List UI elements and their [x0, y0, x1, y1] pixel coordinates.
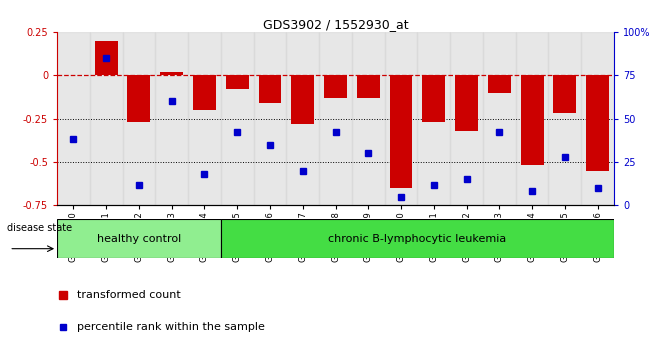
Bar [95, 41, 117, 75]
Bar [357, 75, 380, 98]
Bar [521, 75, 544, 165]
Title: GDS3902 / 1552930_at: GDS3902 / 1552930_at [262, 18, 409, 31]
Text: healthy control: healthy control [97, 234, 181, 244]
Bar [450, 32, 483, 205]
Bar [291, 75, 314, 124]
Bar [554, 75, 576, 113]
Bar [258, 75, 281, 103]
Bar [90, 32, 123, 205]
Bar [586, 75, 609, 171]
Bar [516, 32, 548, 205]
Bar [188, 32, 221, 205]
Bar [160, 72, 183, 75]
Bar [254, 32, 287, 205]
Bar [155, 32, 188, 205]
Bar [324, 75, 347, 98]
Bar [123, 32, 155, 205]
Bar [390, 75, 413, 188]
Bar [221, 32, 254, 205]
Bar [193, 75, 216, 110]
Text: percentile rank within the sample: percentile rank within the sample [76, 322, 264, 332]
Bar [488, 75, 511, 93]
Text: transformed count: transformed count [76, 290, 180, 300]
Text: disease state: disease state [7, 223, 72, 233]
Bar [352, 32, 384, 205]
Bar [417, 32, 450, 205]
Bar [384, 32, 417, 205]
Bar [287, 32, 319, 205]
Bar [319, 32, 352, 205]
Bar [57, 219, 221, 258]
Bar [422, 75, 446, 122]
Bar [127, 75, 150, 122]
Bar [581, 32, 614, 205]
Bar [483, 32, 516, 205]
Bar [548, 32, 581, 205]
Bar [221, 219, 614, 258]
Bar [57, 32, 90, 205]
Text: chronic B-lymphocytic leukemia: chronic B-lymphocytic leukemia [328, 234, 507, 244]
Bar [455, 75, 478, 131]
Bar [225, 75, 249, 89]
